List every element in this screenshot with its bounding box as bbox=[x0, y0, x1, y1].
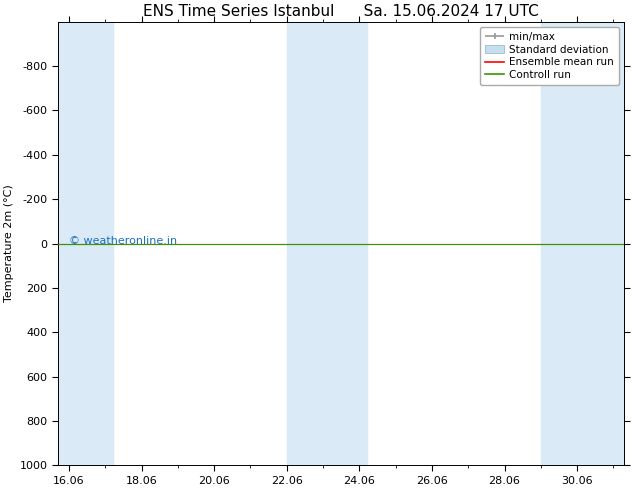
Bar bbox=[58, 22, 113, 465]
Title: ENS Time Series Istanbul      Sa. 15.06.2024 17 UTC: ENS Time Series Istanbul Sa. 15.06.2024 … bbox=[143, 4, 539, 19]
Bar bbox=[287, 22, 366, 465]
Y-axis label: Temperature 2m (°C): Temperature 2m (°C) bbox=[4, 185, 14, 302]
Text: © weatheronline.in: © weatheronline.in bbox=[70, 236, 178, 246]
Legend: min/max, Standard deviation, Ensemble mean run, Controll run: min/max, Standard deviation, Ensemble me… bbox=[480, 27, 619, 85]
Bar bbox=[541, 22, 624, 465]
